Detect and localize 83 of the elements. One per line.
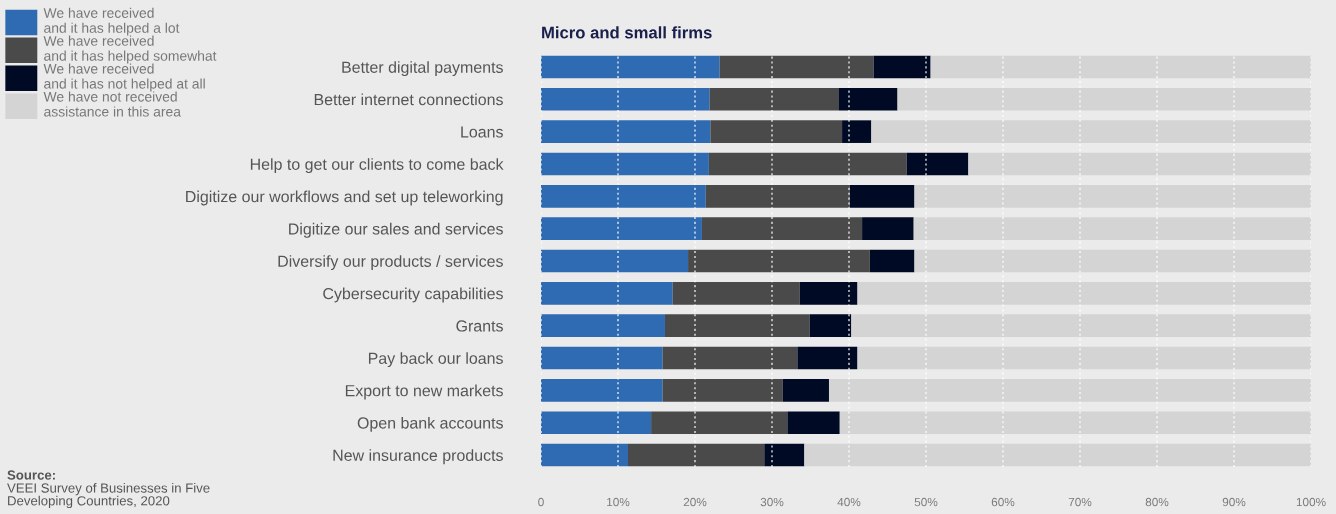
bar xyxy=(873,55,931,79)
bar xyxy=(897,87,1311,111)
bar xyxy=(906,152,969,176)
legend-label: We have not received assistance in this area xyxy=(43,91,181,117)
bar xyxy=(930,55,1311,79)
bar xyxy=(839,411,1311,435)
text: VEEI Survey of Businesses in Five Developing Countries, 2020 xyxy=(7,483,210,509)
bar xyxy=(709,87,839,111)
bar xyxy=(708,152,907,176)
bar xyxy=(541,55,720,79)
x-tick-label: 0 xyxy=(538,497,544,507)
y-tick-label: Digitize our sales and services xyxy=(289,222,503,238)
bar xyxy=(857,346,1311,370)
legend-label: We have received and it has helped a lot xyxy=(43,7,180,36)
bar xyxy=(857,282,1311,305)
bar xyxy=(541,185,706,208)
x-tick-label: 80% xyxy=(1145,497,1169,507)
bar xyxy=(541,152,709,176)
x-tick-label: 30% xyxy=(760,497,784,507)
source-note: Source: xyxy=(7,470,55,480)
bar xyxy=(541,443,629,467)
bar xyxy=(541,282,673,305)
bar xyxy=(541,346,663,370)
y-tick-label: Cybersecurity capabilities xyxy=(323,287,503,303)
bar xyxy=(809,314,852,337)
bar xyxy=(869,249,915,273)
y-tick-label: Open bank accounts xyxy=(357,416,503,432)
x-tick-label: 20% xyxy=(683,497,707,507)
bar xyxy=(914,185,1311,208)
bar xyxy=(664,314,810,337)
bar xyxy=(662,346,798,370)
y-tick-label: New insurance products xyxy=(333,449,503,465)
bar xyxy=(541,87,710,111)
x-tick-label: 70% xyxy=(1068,497,1092,507)
x-tick-label: 50% xyxy=(914,497,938,507)
y-tick-label: Loans xyxy=(461,126,503,138)
bar xyxy=(797,346,858,370)
x-tick-label: 60% xyxy=(991,497,1015,507)
bar xyxy=(710,120,843,143)
legend-label: We have received and it has not helped at all xyxy=(43,63,205,92)
bar xyxy=(541,120,711,143)
bar xyxy=(787,411,840,435)
bar xyxy=(913,217,1311,240)
y-tick-label: Grants xyxy=(456,320,503,332)
bar xyxy=(672,282,800,305)
bar xyxy=(862,217,914,240)
y-tick-label: Help to get our clients to come back xyxy=(250,158,504,174)
bar xyxy=(651,411,788,435)
x-tick-label: 90% xyxy=(1222,497,1246,507)
bar xyxy=(541,379,663,402)
bar xyxy=(688,249,870,273)
chart-title: Micro and small firms xyxy=(542,26,712,39)
y-tick-label: Export to new markets xyxy=(345,384,503,400)
bar xyxy=(968,152,1311,176)
bar xyxy=(541,411,652,435)
bar xyxy=(851,314,1311,337)
bar xyxy=(782,379,829,402)
y-tick-label: Better digital payments xyxy=(342,61,503,77)
bar xyxy=(804,443,1311,467)
bar xyxy=(705,185,850,208)
bar xyxy=(914,249,1311,273)
bar xyxy=(701,217,863,240)
bar xyxy=(842,120,872,143)
bar xyxy=(799,282,858,305)
bar xyxy=(838,87,898,111)
bar xyxy=(719,55,874,79)
bar xyxy=(828,379,1311,402)
bar xyxy=(541,217,702,240)
bar xyxy=(849,185,915,208)
y-tick-label: Diversify our products / services xyxy=(278,255,503,271)
x-tick-label: 10% xyxy=(607,497,630,507)
bar xyxy=(871,120,1311,143)
x-tick-label: 40% xyxy=(837,497,861,507)
y-tick-label: Digitize our workflows and set up teleworking xyxy=(186,190,503,206)
bar xyxy=(662,379,783,402)
bar xyxy=(541,314,665,337)
bar xyxy=(628,443,765,467)
x-tick-label: 100% xyxy=(1296,497,1326,507)
bar xyxy=(541,249,689,273)
legend-label: We have received and it has helped somewhat xyxy=(43,35,217,64)
y-tick-label: Pay back our loans xyxy=(368,352,503,368)
bar xyxy=(764,443,805,467)
y-tick-label: Better internet connections xyxy=(314,93,503,106)
